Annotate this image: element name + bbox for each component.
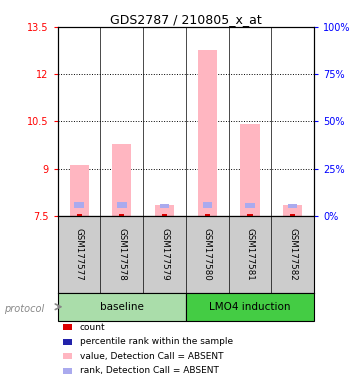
Bar	[245, 203, 255, 208]
Bar	[63, 339, 72, 344]
Bar	[247, 214, 253, 216]
Text: GSM177577: GSM177577	[75, 228, 84, 281]
Bar	[290, 214, 295, 216]
Bar	[63, 368, 72, 374]
Text: count: count	[80, 323, 105, 332]
Text: value, Detection Call = ABSENT: value, Detection Call = ABSENT	[80, 352, 223, 361]
Bar	[63, 353, 72, 359]
Bar	[74, 202, 84, 208]
Text: GSM177582: GSM177582	[288, 228, 297, 281]
Bar	[77, 214, 82, 216]
Text: protocol: protocol	[4, 304, 44, 314]
Bar	[203, 202, 212, 208]
Bar	[112, 144, 131, 216]
Text: LMO4 induction: LMO4 induction	[209, 302, 291, 312]
Bar	[186, 293, 314, 321]
Bar	[160, 204, 169, 208]
Text: percentile rank within the sample: percentile rank within the sample	[80, 337, 233, 346]
Bar	[283, 205, 302, 216]
Bar	[288, 204, 297, 208]
Bar	[240, 124, 260, 216]
Bar	[58, 293, 186, 321]
Text: GSM177581: GSM177581	[245, 228, 255, 281]
Bar	[155, 205, 174, 216]
Bar	[70, 165, 89, 216]
Bar	[205, 214, 210, 216]
Title: GDS2787 / 210805_x_at: GDS2787 / 210805_x_at	[110, 13, 262, 26]
Text: baseline: baseline	[100, 302, 144, 312]
Bar	[198, 50, 217, 216]
Text: GSM177578: GSM177578	[117, 228, 126, 281]
Text: GSM177580: GSM177580	[203, 228, 212, 281]
Bar	[63, 324, 72, 330]
Bar	[119, 214, 125, 216]
Bar	[162, 214, 167, 216]
Text: rank, Detection Call = ABSENT: rank, Detection Call = ABSENT	[80, 366, 219, 375]
Bar	[117, 202, 127, 208]
Text: GSM177579: GSM177579	[160, 228, 169, 281]
